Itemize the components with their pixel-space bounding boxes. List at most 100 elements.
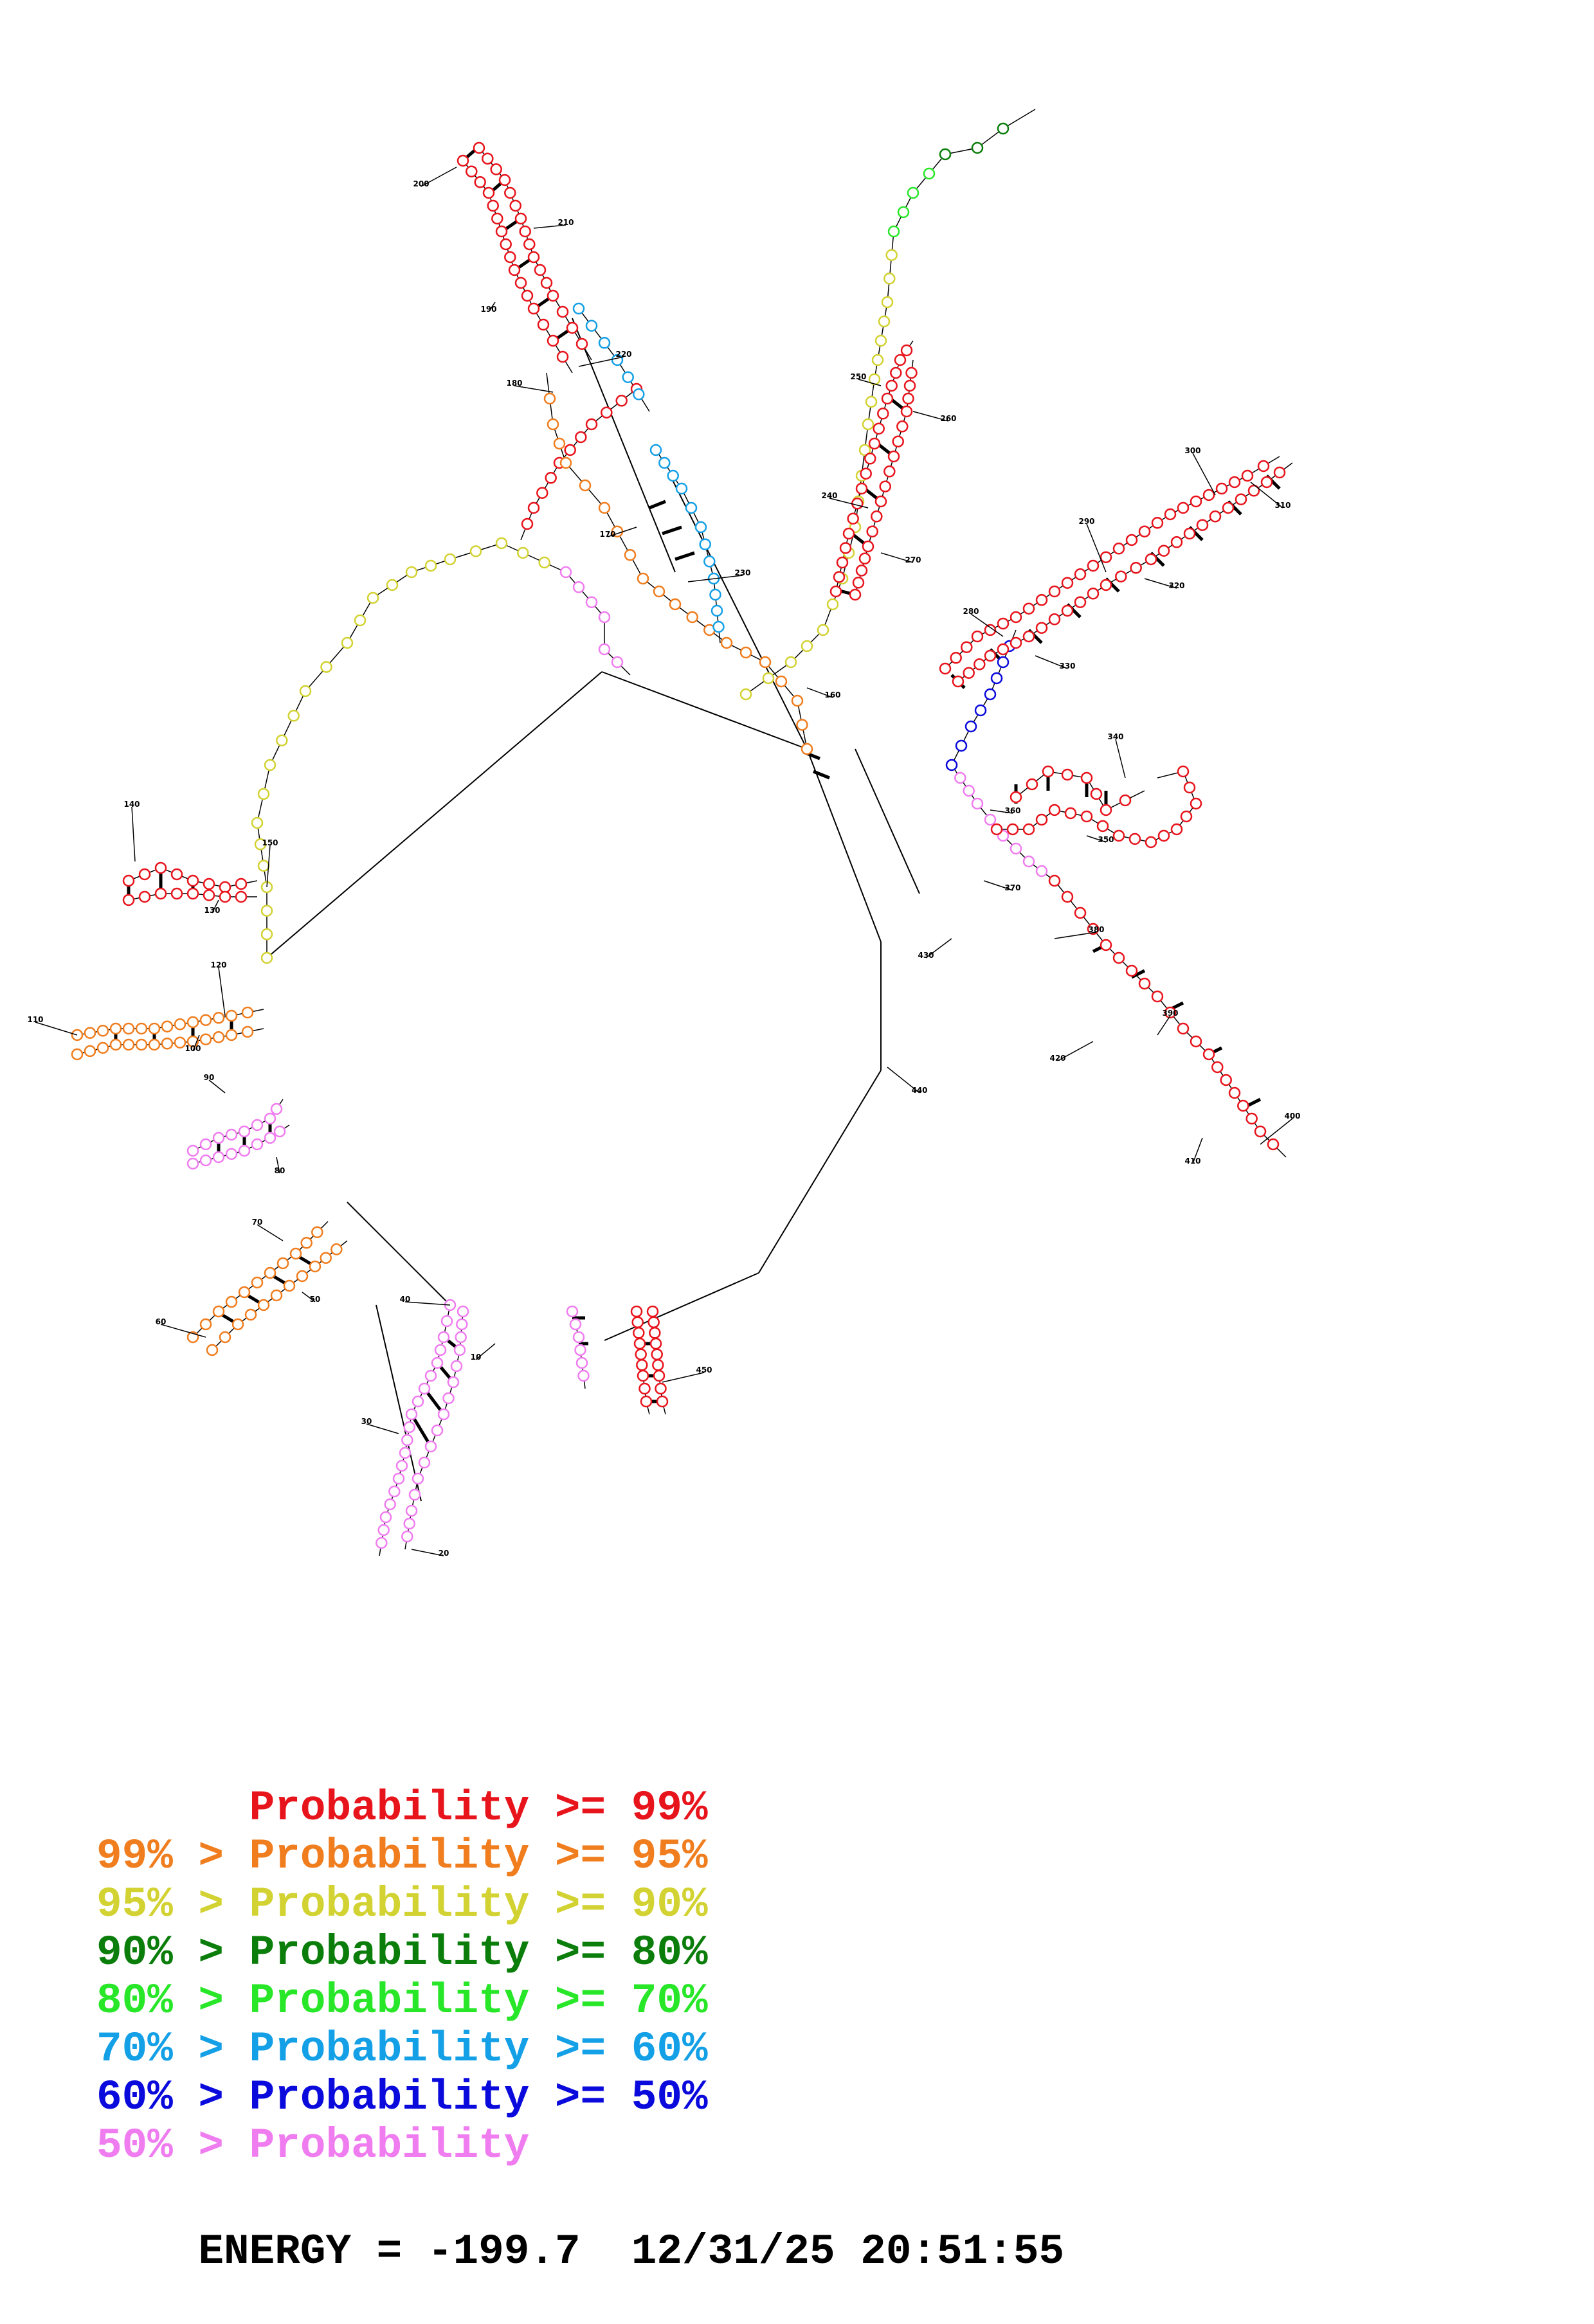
nucleotide — [1145, 836, 1157, 849]
nucleotide — [1096, 820, 1109, 833]
nucleotide — [1125, 534, 1138, 546]
nucleotide — [847, 512, 859, 525]
position-tick — [1157, 1015, 1171, 1036]
nucleotide — [309, 1260, 322, 1273]
position-tick — [192, 1034, 200, 1052]
nucleotide — [405, 1408, 418, 1421]
nucleotide — [566, 1305, 579, 1318]
nucleotide — [1125, 964, 1138, 977]
position-label: 280 — [963, 607, 979, 616]
nucleotide — [1080, 771, 1093, 784]
nucleotide — [186, 887, 199, 900]
nucleotide — [575, 431, 587, 444]
nucleotide — [299, 685, 312, 698]
nucleotide — [896, 420, 909, 433]
position-tick — [411, 1549, 444, 1556]
base-pair-bond — [662, 525, 682, 536]
nucleotide — [1209, 510, 1222, 523]
nucleotide — [122, 874, 135, 887]
nucleotide — [276, 1257, 289, 1270]
nucleotide — [635, 1348, 647, 1360]
nucleotide — [598, 611, 611, 624]
nucleotide — [1026, 778, 1038, 791]
nucleotide — [238, 1144, 251, 1157]
nucleotide — [950, 652, 962, 664]
position-label: 180 — [506, 379, 522, 388]
nucleotide — [161, 1038, 174, 1050]
nucleotide — [1273, 466, 1286, 479]
position-tick — [925, 938, 952, 959]
position-label: 390 — [1162, 1009, 1178, 1018]
nucleotide — [852, 577, 865, 589]
position-label: 430 — [918, 951, 934, 960]
position-tick — [1057, 1041, 1094, 1061]
nucleotide — [971, 141, 984, 154]
position-tick — [1054, 932, 1097, 939]
position-label: 160 — [824, 690, 840, 699]
nucleotide — [231, 1318, 244, 1331]
backbone-segment — [893, 154, 946, 232]
nucleotide — [212, 1012, 225, 1024]
nucleotide — [276, 734, 288, 746]
position-label: 270 — [905, 555, 921, 564]
nucleotide — [720, 636, 733, 649]
nucleotide — [1215, 482, 1228, 495]
nucleotide — [453, 1344, 466, 1356]
nucleotide — [990, 823, 1003, 836]
nucleotide — [219, 890, 231, 903]
position-label: 80 — [275, 1166, 285, 1175]
nucleotide — [331, 1243, 343, 1256]
position-tick — [131, 806, 136, 862]
nucleotide — [653, 585, 666, 598]
nucleotide — [490, 163, 502, 176]
backbone-segment — [266, 671, 602, 959]
nucleotide — [408, 1488, 421, 1501]
nucleotide — [649, 444, 662, 456]
nucleotide — [257, 1299, 270, 1311]
nucleotide — [519, 225, 531, 238]
nucleotide — [225, 1295, 238, 1308]
nucleotide — [640, 1395, 653, 1408]
nucleotide — [984, 624, 997, 636]
position-tick — [662, 1372, 705, 1383]
nucleotide — [997, 656, 1010, 669]
nucleotide — [238, 1286, 251, 1299]
nucleotide — [1022, 630, 1035, 643]
nucleotide — [500, 238, 512, 251]
nucleotide — [260, 928, 273, 941]
nucleotide — [148, 1022, 161, 1035]
nucleotide — [219, 881, 231, 894]
position-label: 170 — [599, 530, 615, 539]
nucleotide — [1006, 823, 1019, 836]
nucleotide — [598, 643, 611, 656]
nucleotide — [897, 206, 910, 219]
nucleotide — [871, 510, 883, 523]
timestamp: 12/31/25 20:51:55 — [631, 2228, 1065, 2276]
nucleotide — [585, 320, 598, 332]
nucleotide — [138, 868, 151, 881]
nucleotide — [320, 1252, 332, 1264]
nucleotide — [601, 406, 613, 419]
nucleotide — [203, 878, 215, 890]
nucleotide — [527, 501, 540, 514]
nucleotide — [709, 588, 721, 601]
legend-item-p95: 99% > Probability >= 95% — [96, 1832, 708, 1880]
nucleotide — [598, 337, 611, 349]
nucleotide — [537, 318, 550, 331]
nucleotide — [633, 1337, 646, 1350]
nucleotide — [418, 1382, 431, 1395]
nucleotide — [1035, 813, 1048, 826]
nucleotide — [894, 354, 907, 366]
nucleotide — [199, 1138, 212, 1151]
nucleotide — [527, 302, 540, 315]
nucleotide — [527, 251, 540, 264]
nucleotide — [379, 1511, 392, 1524]
position-label: 20 — [439, 1549, 449, 1558]
nucleotide — [703, 555, 716, 568]
nucleotide — [403, 1421, 415, 1434]
nucleotide — [135, 1022, 148, 1035]
nucleotide — [71, 1048, 84, 1061]
nucleotide — [881, 296, 894, 309]
backbone-segment — [806, 748, 882, 942]
nucleotide — [685, 501, 698, 514]
